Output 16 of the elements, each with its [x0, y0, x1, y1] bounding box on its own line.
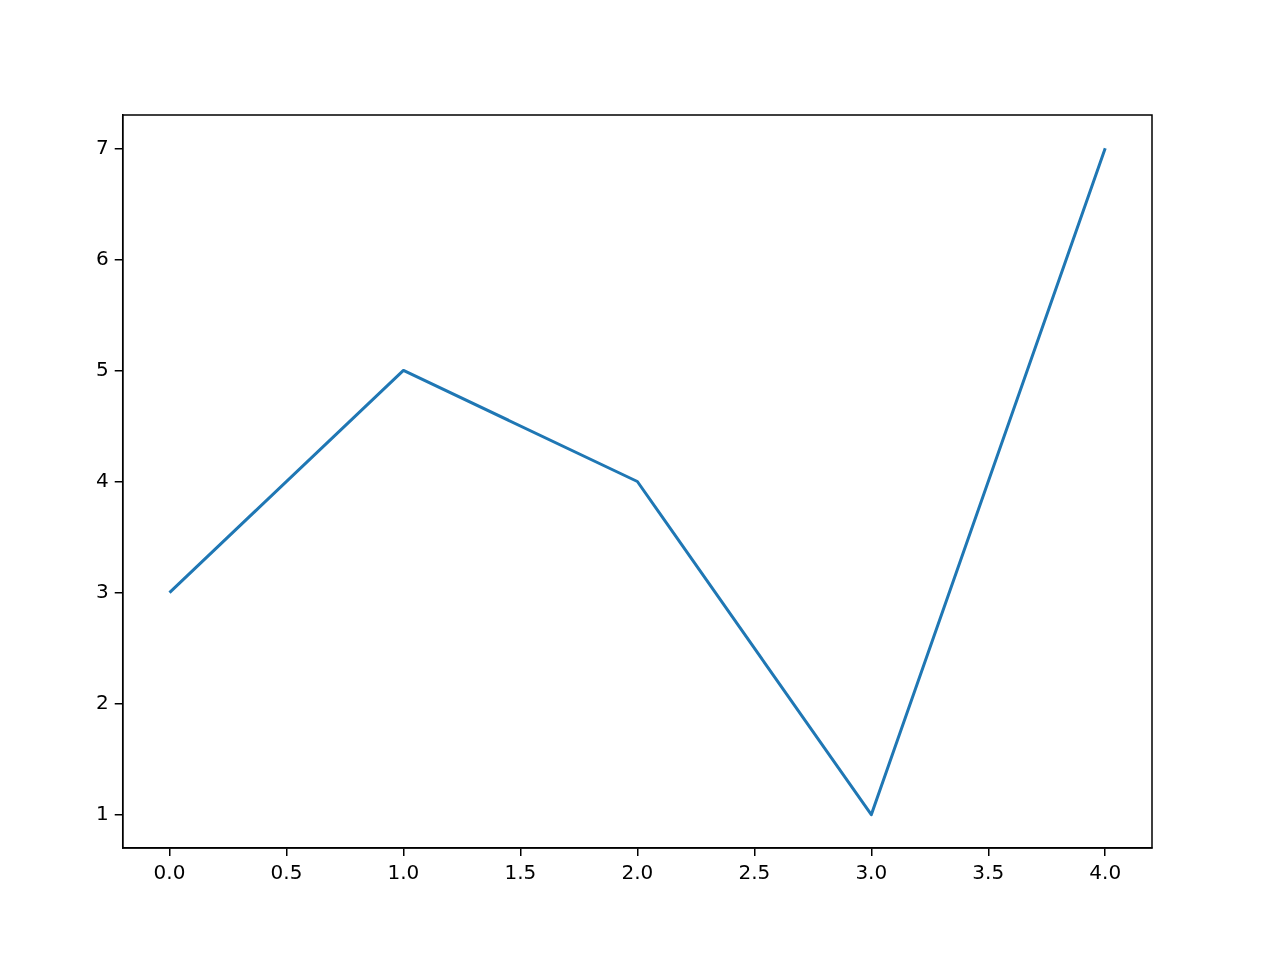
y-tick-label: 4 [95, 467, 109, 492]
y-tick-label: 6 [95, 245, 109, 270]
x-tick-label: 0.0 [153, 860, 186, 885]
x-tick-label: 4.0 [1089, 860, 1122, 885]
x-tick-label: 3.5 [972, 860, 1005, 885]
y-tick-label: 2 [95, 689, 109, 714]
x-tick-label: 0.5 [270, 860, 303, 885]
y-tick-label: 1 [95, 800, 109, 825]
x-tick-label: 1.0 [387, 860, 420, 885]
y-tick-label: 7 [95, 134, 109, 159]
x-tick-label: 3.0 [855, 860, 888, 885]
x-tick-label: 2.5 [738, 860, 771, 885]
y-tick-label: 5 [95, 356, 109, 381]
x-tick-label: 2.0 [621, 860, 654, 885]
y-tick-label: 3 [95, 578, 109, 603]
x-tick-label: 1.5 [504, 860, 537, 885]
